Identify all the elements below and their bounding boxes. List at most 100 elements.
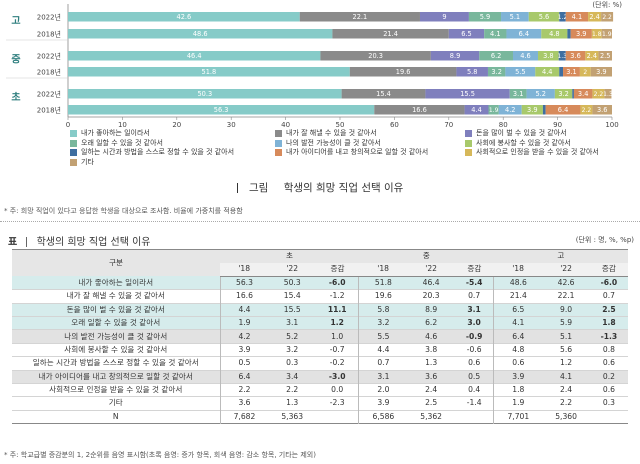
table-cell: 4.1 [493,316,543,330]
bar-segment [505,67,536,77]
data-label: 2.5 [600,52,611,60]
data-label: 1.9 [489,107,499,114]
table-cell: 50.3 [268,276,316,290]
data-label: 3.1 [566,68,577,76]
row-year-label: 2018년 [37,67,61,76]
x-tick-label: 80 [499,121,508,129]
subheader-2022: '22 [407,262,455,277]
table-cell: 16.6 [219,289,269,304]
bar-segment [468,12,502,22]
bar-segment [590,67,612,77]
table-cell: 4.1 [542,370,590,384]
data-label: 1.3 [557,53,567,60]
row-label: 사회에 봉사할 수 있을 것 같아서 [64,344,168,354]
table-cell: 2.5 [589,303,628,317]
table-cell: -0.7 [329,344,345,354]
legend-label: 나의 발전 가능성이 클 것 같아서 [286,138,381,147]
table-cell: 3.6 [407,370,455,384]
table-cell: 11.1 [315,303,359,317]
table-cell: 7,701 [493,410,543,424]
x-tick-label: 100 [605,121,618,129]
data-label: 5.5 [515,68,526,76]
data-label: 1.2 [558,14,568,21]
bar-segment [558,51,566,61]
row-label: 기타 [108,398,123,408]
table-row: 내가 아이디어를 내고 창의적으로 일할 것 같아서 6.4 3.4 -3.0 3.1 3… [12,370,628,384]
data-label: 4.8 [549,30,560,38]
bar-segment [68,29,333,39]
bar-segment [341,89,426,99]
table-cell: -1.4 [466,398,482,408]
table-cell: 1.9 [493,396,543,411]
table-cell: 3.6 [219,396,269,411]
data-label: 5.8 [467,68,478,76]
data-label: 16.6 [412,106,427,114]
table-cell: 15.4 [283,291,301,301]
bar-segment [349,67,457,77]
bar-segment [488,105,499,115]
table-row: 내가 좋아하는 일이라서 56.3 50.3 -6.0 51.8 46.4 -5.4 48.6… [12,276,628,290]
legend-item: 일하는 시간과 방법을 스스로 정할 수 있을 것 같아서 [70,148,275,158]
table-cell: 0.4 [468,385,481,395]
table-cell: 2.4 [560,385,573,395]
subheader-change: 증감 [315,262,359,277]
table-cell: 0.6 [602,385,615,395]
table-cell: 1.2 [560,358,573,368]
data-label: 3.8 [543,52,554,60]
row-label: 사회적으로 인정을 받을 수 있을 것 같아서 [49,385,183,395]
legend-item: 내가 좋아하는 일이라서 [70,129,275,139]
data-label: 1.8 [592,31,602,38]
bar-segment [592,105,612,115]
table-cell [590,410,628,423]
bar-segment [521,105,543,115]
data-label: 2.4 [587,52,598,60]
chart-legend: 내가 좋아하는 일이라서 내가 잘 해낼 수 있을 것 같아서 돈을 많이 벌 수 … [70,129,630,167]
table-cell: 5.9 [542,316,590,330]
legend-item: 사회적으로 인정을 받을 수 있을 것 같아서 [465,148,630,158]
table-cell: 56.3 [219,276,269,290]
bar-segment [526,89,555,99]
table-cell: 3.1 [268,316,316,330]
legend-label: 내가 잘 해낼 수 있을 것 같아서 [286,129,377,137]
legend-item: 기타 [70,158,275,168]
table-cell: 20.3 [422,291,440,301]
table-cell: 3.4 [268,370,316,384]
table-cell: 6,586 [358,410,408,424]
row-label: 내가 좋아하는 일이라서 [12,276,220,290]
bar-segment [563,67,580,77]
data-label: 15.5 [460,90,475,98]
figure-caption: 그림 학생의 희망 직업 선택 이유 [0,180,640,195]
table-cell: 1.3 [286,398,299,408]
table-cell: 1.2 [315,316,359,330]
bar-segment [464,105,489,115]
table-cell: 3.2 [358,316,408,330]
data-label: 2 [583,69,587,76]
legend-label: 내가 좋아하는 일이라서 [81,129,150,137]
table-cell [455,410,494,423]
bar-segment [604,89,612,99]
x-tick-label: 90 [553,121,562,129]
table-caption-separator [26,237,28,247]
data-label: 5.1 [510,13,521,21]
data-label: 56.3 [214,106,229,114]
data-label: 22.1 [353,13,368,21]
col-header-high: 고 [493,248,628,263]
table-cell: 6.2 [407,316,455,330]
stacked-bar-chart: 고 중 초 2022년 42.6 22.1 9 5.9 5.1 5.6 1.2 4.1 2.4 2.2 20… [0,0,640,220]
bar-segment [542,105,546,115]
row-label: N [112,411,119,421]
chart-unit: (단위: %) [592,1,622,9]
x-tick-label: 60 [390,121,399,129]
bar-segment [448,29,485,39]
table-cell: 0.0 [331,385,344,395]
table-caption: 표 학생의 희망 직업 선택 이유 [8,233,151,248]
legend-item: 내가 잘 해낼 수 있을 것 같아서 [275,129,465,139]
legend-item: 나의 발전 가능성이 클 것 같아서 [275,139,465,149]
bar-segment [487,67,506,77]
data-label: 20.3 [368,52,383,60]
bar-segment [545,105,581,115]
data-label: 4.1 [490,30,501,38]
table-cell: 4.8 [493,343,543,357]
table-cell: 0.2 [589,370,628,384]
legend-swatch [275,149,282,157]
